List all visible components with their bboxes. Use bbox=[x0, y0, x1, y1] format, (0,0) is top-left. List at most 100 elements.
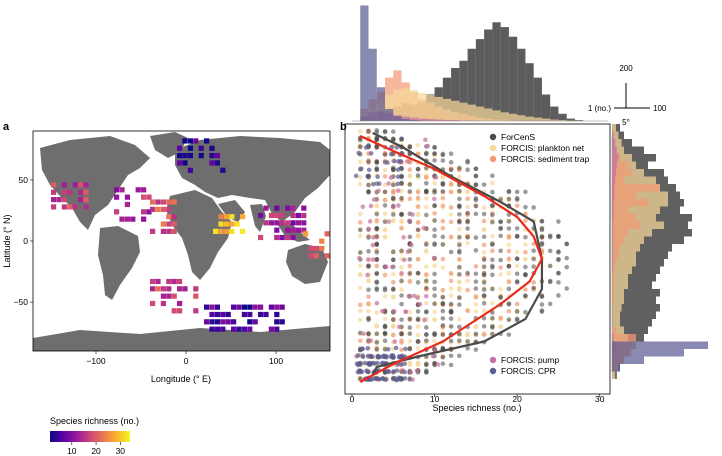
scatter-point-forcens bbox=[481, 280, 487, 285]
arabia bbox=[218, 200, 245, 222]
richness-cell bbox=[220, 311, 226, 318]
scatter-point-pump bbox=[389, 264, 395, 270]
scatter-point-sediment-trap bbox=[473, 264, 479, 269]
top-hist-bar bbox=[409, 90, 419, 121]
scatter-point-forcens bbox=[415, 173, 421, 178]
richness-cell bbox=[204, 138, 210, 144]
legend-dot-pump bbox=[489, 356, 497, 364]
scatter-point-forcens bbox=[366, 248, 371, 254]
scatter-point-sediment-trap bbox=[357, 338, 363, 344]
scatter-point-pump bbox=[430, 353, 436, 359]
scatter-point-forcens bbox=[481, 271, 487, 276]
scatter-point-sediment-trap bbox=[523, 287, 528, 292]
richness-cell bbox=[231, 319, 237, 325]
scatter-point-forcens bbox=[506, 301, 512, 306]
scatter-point-forcens bbox=[523, 234, 528, 240]
scatter-point-sediment-trap bbox=[481, 332, 487, 338]
top-hist-bar bbox=[467, 104, 476, 121]
right-hist-bar bbox=[612, 281, 628, 289]
richness-cell bbox=[160, 286, 166, 292]
richness-cell bbox=[258, 212, 264, 219]
scatter-point-cpr bbox=[389, 354, 395, 360]
scatter-point-plankton-net bbox=[424, 204, 429, 210]
right-hist-bar bbox=[612, 334, 636, 342]
right-hist-bar bbox=[612, 236, 684, 244]
scatter-point-plankton-net bbox=[457, 285, 462, 291]
scatter-point-sediment-trap bbox=[448, 219, 454, 225]
scatter-point-forcens bbox=[390, 137, 396, 142]
scatter-point-pump bbox=[404, 159, 410, 164]
scatter-point-pump bbox=[433, 174, 439, 180]
right-hist-bar bbox=[612, 214, 636, 222]
scatter-point-forcens bbox=[506, 317, 512, 322]
scatter-point-forcens bbox=[457, 165, 462, 171]
scatter-point-forcens bbox=[440, 181, 446, 187]
scatter-point-forcens bbox=[547, 279, 553, 285]
scatter-point-forcens bbox=[448, 309, 454, 315]
scatter-point-forcens bbox=[374, 159, 380, 164]
top-hist-bar bbox=[385, 94, 394, 121]
right-hist-bar bbox=[612, 191, 668, 199]
scatter-point-sediment-trap bbox=[481, 218, 487, 224]
scatter-point-plankton-net bbox=[399, 218, 404, 224]
scatter-point-cpr bbox=[385, 347, 391, 352]
top-hist-bar bbox=[393, 89, 402, 121]
scatter-x-tick-label: 20 bbox=[512, 394, 522, 404]
richness-cell bbox=[301, 205, 307, 211]
richness-cell bbox=[177, 308, 183, 314]
richness-cell bbox=[301, 220, 307, 226]
richness-cell bbox=[166, 221, 172, 227]
right-hist-bar bbox=[612, 154, 656, 162]
scatter-point-plankton-net bbox=[407, 360, 413, 366]
richness-cell bbox=[150, 300, 156, 307]
scatter-point-sediment-trap bbox=[440, 287, 446, 293]
scatter-point-forcens bbox=[440, 242, 446, 247]
scatter-point-forcens bbox=[448, 324, 454, 329]
scatter-point-forcens bbox=[407, 331, 413, 336]
scatter-point-forcens bbox=[424, 361, 429, 367]
right-hist-bar bbox=[612, 199, 614, 207]
scatter-point-forcens bbox=[498, 248, 503, 254]
top-hist-bar bbox=[550, 106, 559, 121]
right-hist-bar bbox=[612, 191, 615, 199]
scatter-point-sediment-trap bbox=[465, 196, 470, 202]
scatter-point-plankton-net bbox=[382, 294, 388, 299]
scatter-point-plankton-net bbox=[357, 181, 363, 187]
richness-cell bbox=[285, 234, 291, 241]
scatter-point-forcens bbox=[399, 317, 404, 322]
scatter-point-forcens bbox=[481, 257, 487, 263]
colorbar-tick-label: 10 bbox=[67, 446, 77, 456]
richness-cell bbox=[171, 293, 177, 299]
right-hist-bar bbox=[612, 176, 624, 184]
scatter-point-forcens bbox=[366, 235, 371, 240]
scatter-point-forcens bbox=[432, 203, 437, 209]
scatter-point-plankton-net bbox=[357, 308, 363, 314]
scatter-point-forcens bbox=[440, 361, 446, 366]
scatter-point-forcens bbox=[498, 257, 503, 263]
richness-cell bbox=[114, 194, 120, 200]
scatter-point-plankton-net bbox=[390, 271, 396, 277]
richness-cell bbox=[150, 206, 156, 212]
richness-cells bbox=[51, 138, 330, 332]
scatter-point-sediment-trap bbox=[407, 196, 413, 202]
scatter-point-sediment-trap bbox=[432, 211, 437, 216]
scatter-point-sediment-trap bbox=[407, 167, 413, 172]
scatter-point-plankton-net bbox=[357, 233, 363, 239]
right-hist-bar bbox=[612, 236, 624, 244]
right-hist-series-cpr bbox=[612, 341, 708, 372]
richness-cell bbox=[51, 182, 57, 188]
scatter-point-forcens bbox=[440, 151, 446, 157]
richness-cell bbox=[274, 212, 280, 219]
scatter-point-pump bbox=[361, 331, 366, 336]
richness-cell bbox=[319, 238, 325, 244]
scatter-point-sediment-trap bbox=[440, 218, 446, 224]
legend-label-forcens: ForCenS bbox=[501, 132, 535, 142]
map-y-tick-label: 0 bbox=[23, 236, 28, 246]
scatter-point-sediment-trap bbox=[506, 248, 512, 254]
scatter-point-forcens bbox=[432, 241, 437, 246]
scatter-point-forcens bbox=[407, 182, 413, 187]
scatter-point-forcens bbox=[448, 151, 454, 157]
scatter-point-forcens bbox=[490, 265, 495, 270]
scatter-series-plankton-net bbox=[357, 129, 553, 383]
scatter-point-forcens bbox=[506, 226, 512, 231]
